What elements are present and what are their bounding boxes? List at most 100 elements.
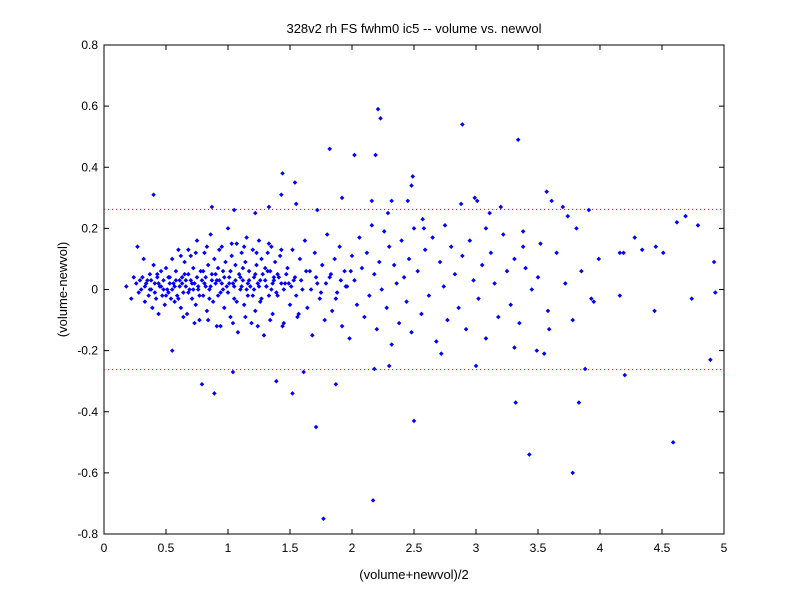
data-point	[205, 317, 211, 323]
x-tick-label: 4.5	[654, 541, 671, 555]
data-point	[711, 259, 717, 265]
data-point	[460, 253, 465, 259]
data-point	[274, 378, 279, 384]
data-point	[342, 268, 347, 274]
data-point	[177, 284, 182, 289]
data-point	[586, 207, 592, 213]
data-point	[460, 122, 465, 127]
data-point	[246, 268, 252, 274]
data-point	[292, 274, 298, 280]
data-point	[265, 268, 270, 274]
data-point	[228, 268, 233, 274]
x-tick-label: 5	[721, 541, 728, 555]
data-point	[283, 271, 289, 277]
data-point	[297, 256, 303, 262]
data-point	[197, 293, 202, 298]
data-point	[207, 287, 212, 292]
data-point	[158, 268, 164, 274]
data-point	[359, 265, 365, 271]
data-point	[415, 268, 421, 274]
data-point	[422, 247, 428, 253]
data-point	[376, 259, 382, 265]
data-point	[169, 256, 175, 262]
data-point	[513, 400, 518, 405]
data-point	[188, 253, 194, 259]
data-point	[312, 250, 318, 256]
data-point	[183, 278, 189, 283]
data-point	[317, 296, 323, 301]
data-point	[323, 281, 329, 286]
data-point	[632, 235, 638, 240]
data-point	[512, 345, 517, 350]
data-point	[374, 326, 380, 332]
data-point	[430, 235, 435, 240]
data-point	[214, 323, 220, 329]
data-point	[214, 278, 220, 283]
data-point	[279, 247, 284, 253]
data-point	[270, 281, 275, 286]
data-point	[329, 308, 335, 314]
data-point	[200, 293, 206, 298]
data-point	[181, 314, 186, 320]
data-point	[386, 244, 392, 250]
data-point	[409, 329, 414, 335]
data-point	[279, 281, 284, 286]
data-point	[321, 516, 326, 522]
data-point	[209, 271, 215, 277]
data-point	[188, 278, 194, 283]
data-point	[243, 259, 248, 265]
data-point	[184, 311, 190, 317]
data-point	[287, 302, 293, 308]
data-point	[238, 287, 243, 292]
data-point	[617, 293, 623, 298]
data-point	[517, 320, 522, 326]
data-point	[251, 274, 257, 280]
data-point	[492, 281, 497, 286]
x-tick-label: 1	[225, 541, 232, 555]
y-tick-label: 0	[91, 283, 98, 297]
y-tick-label: 0.2	[81, 221, 98, 235]
data-point	[399, 238, 404, 243]
data-point	[186, 247, 191, 253]
data-point	[541, 351, 547, 356]
data-point	[362, 314, 367, 320]
data-point	[269, 244, 274, 250]
data-point	[404, 299, 409, 305]
data-point	[138, 287, 144, 292]
data-point	[231, 207, 237, 213]
data-point	[136, 290, 142, 295]
data-point	[169, 287, 175, 292]
data-point	[266, 241, 272, 246]
data-point	[339, 195, 345, 201]
data-point	[467, 238, 473, 243]
data-point	[238, 274, 243, 280]
data-point	[166, 290, 171, 295]
data-point	[259, 256, 264, 262]
data-point	[176, 247, 181, 253]
data-point	[257, 299, 263, 305]
x-tick-label: 1.5	[282, 541, 299, 555]
y-tick-label: -0.4	[77, 405, 98, 419]
x-tick-label: 3.5	[530, 541, 547, 555]
data-point	[318, 290, 324, 295]
data-point	[158, 284, 164, 289]
data-point	[189, 281, 195, 286]
data-point	[652, 308, 657, 314]
data-point	[202, 250, 207, 256]
data-point	[565, 213, 571, 219]
data-point	[473, 363, 479, 369]
data-point	[579, 268, 584, 274]
data-point	[151, 262, 156, 268]
data-point	[596, 256, 602, 262]
data-point	[293, 293, 299, 298]
data-point	[219, 281, 225, 286]
data-point	[352, 152, 357, 158]
data-point	[124, 284, 129, 289]
data-point	[426, 293, 432, 298]
x-axis-ticks: 0 0.5 1 1.5 2 2.5 3 3.5 4 4.5 5	[101, 45, 728, 555]
data-point	[159, 293, 165, 298]
data-point	[338, 278, 344, 283]
data-point	[234, 299, 239, 305]
data-point	[560, 204, 566, 210]
data-point	[162, 302, 168, 308]
